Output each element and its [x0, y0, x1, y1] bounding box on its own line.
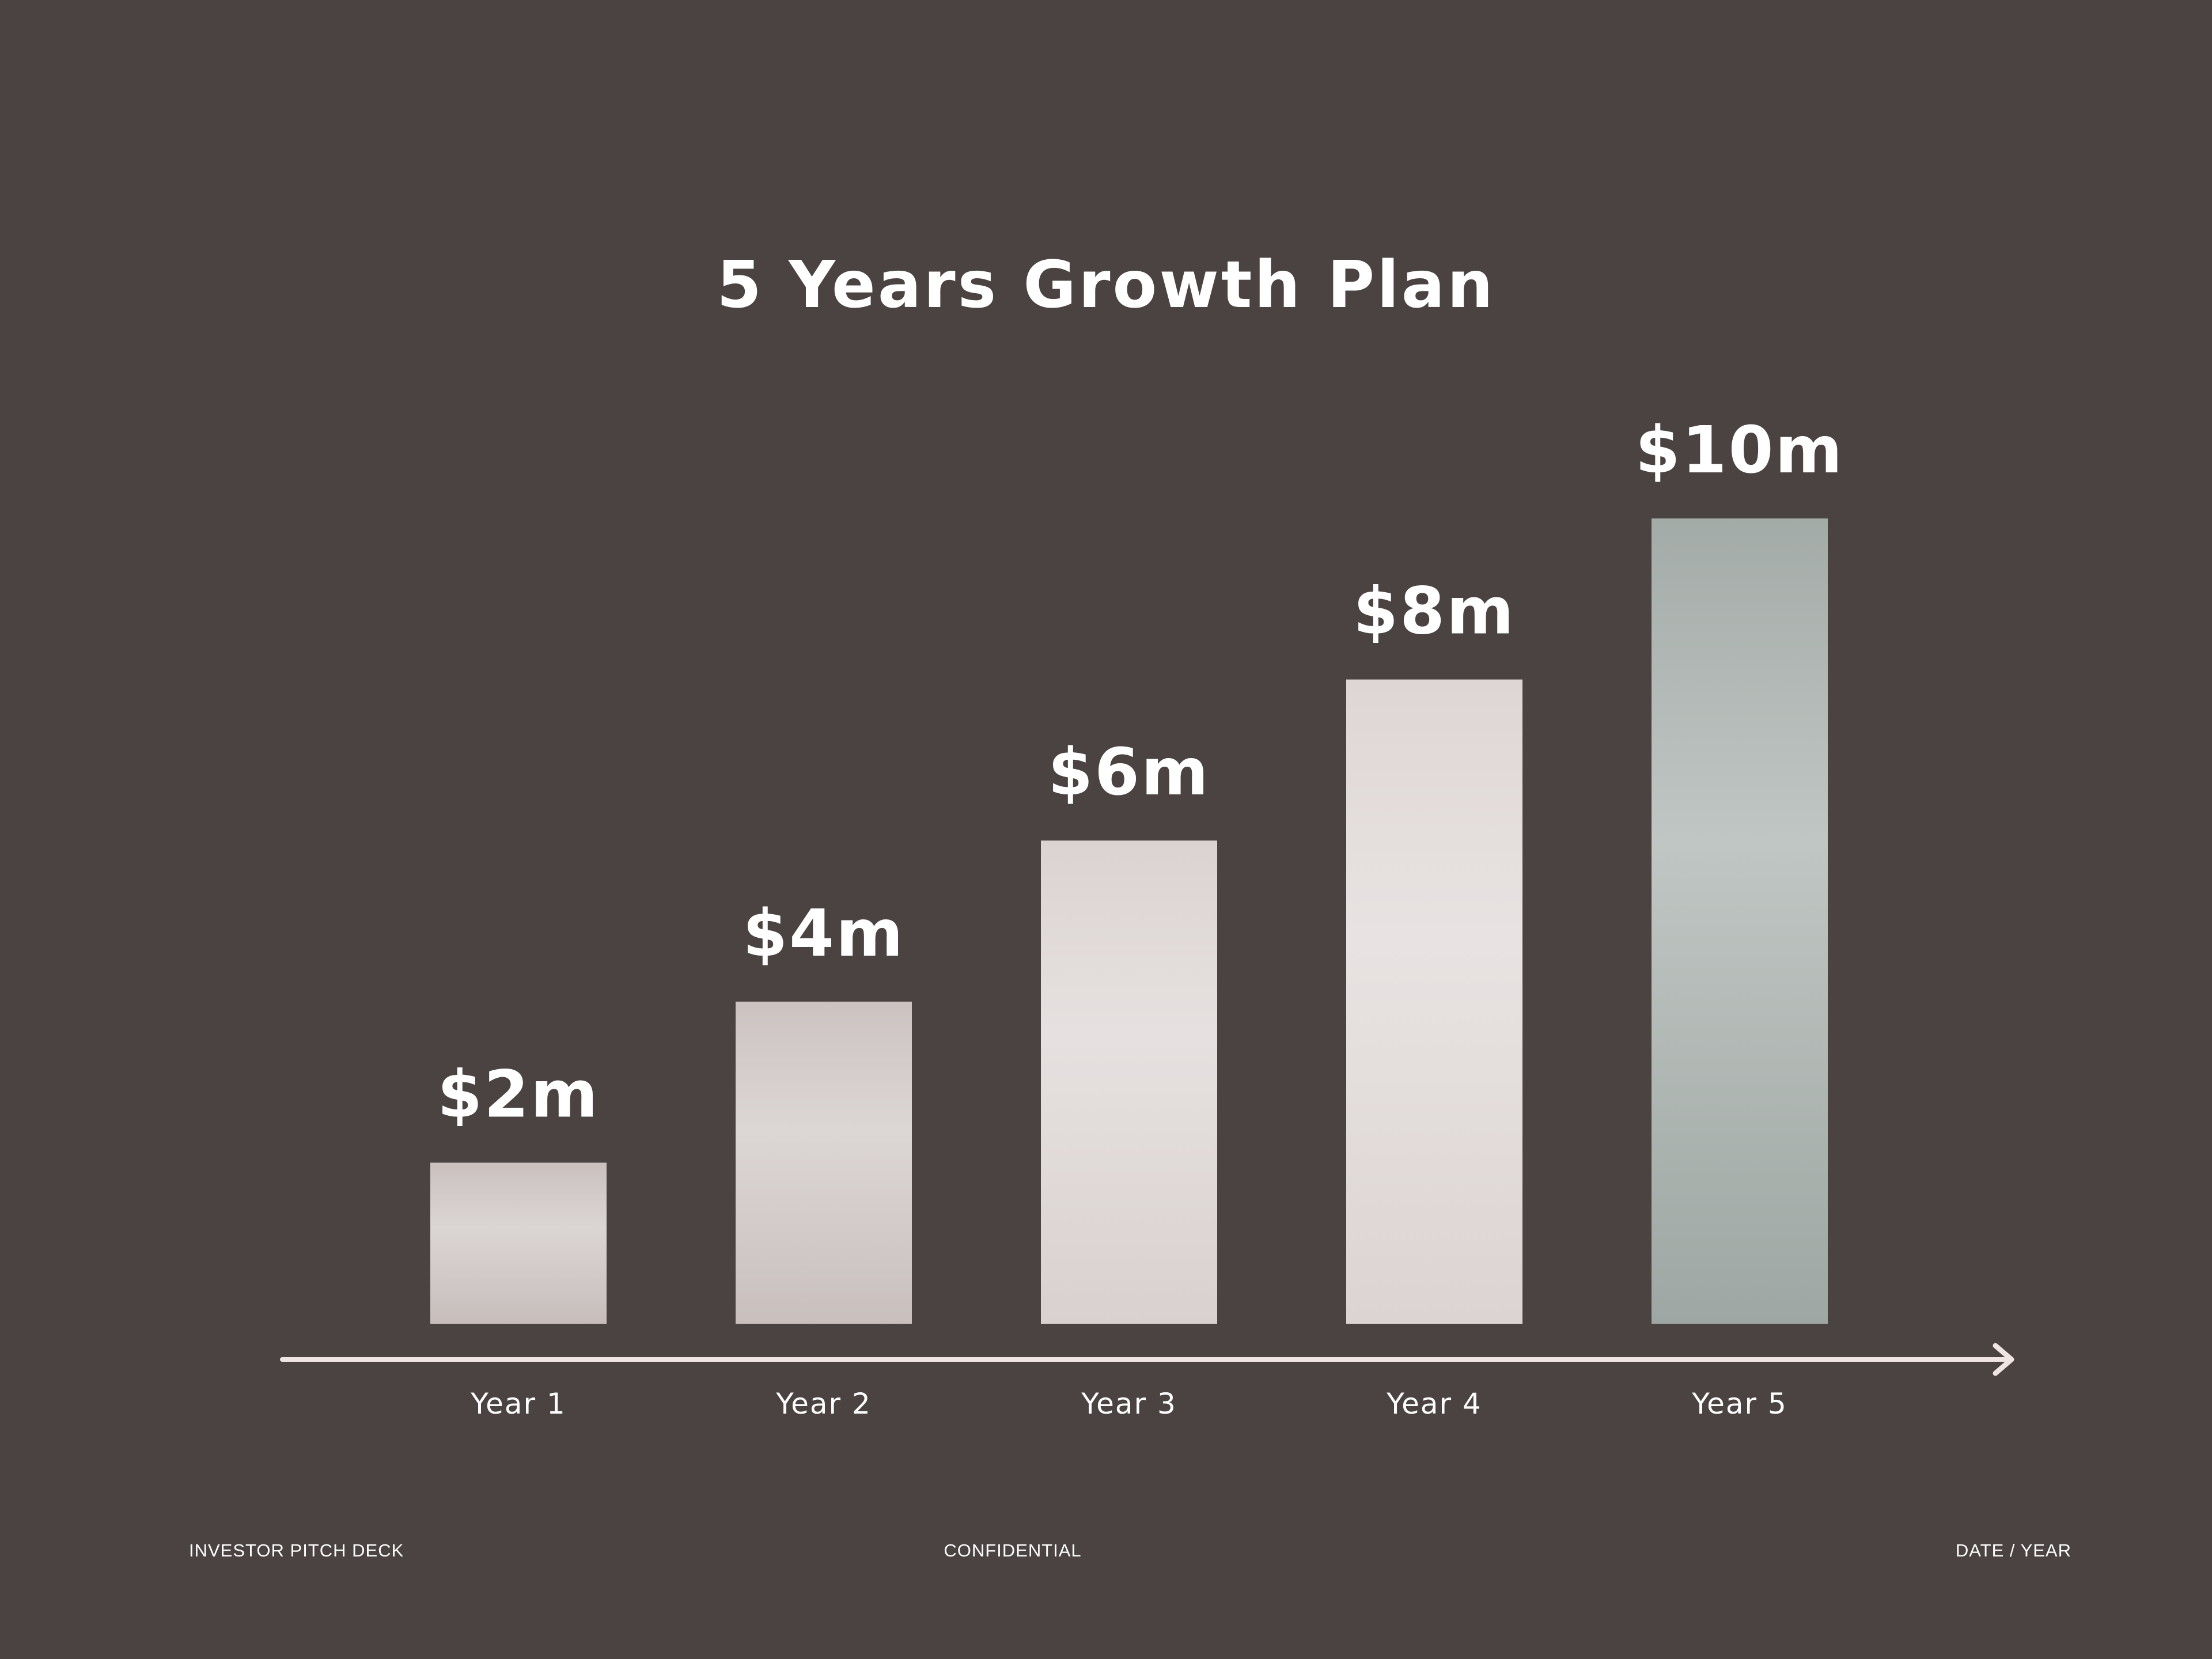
- x-tick-label: Year 5: [1691, 1387, 1787, 1421]
- x-axis-arrowhead: [1993, 1343, 2014, 1376]
- x-axis: [280, 1343, 2014, 1376]
- value-label: $2m: [437, 1057, 600, 1132]
- chart-title: 5 Years Growth Plan: [717, 248, 1495, 323]
- bars-group: [430, 518, 1828, 1324]
- x-tick-label: Year 2: [775, 1387, 872, 1421]
- footer-left-text: INVESTOR PITCH DECK: [189, 1540, 404, 1560]
- bar-year-5: [1652, 518, 1828, 1324]
- x-tick-label: Year 3: [1081, 1387, 1177, 1421]
- value-label: $8m: [1353, 574, 1516, 649]
- bar-year-1: [430, 1162, 607, 1324]
- bar-year-2: [736, 1001, 912, 1324]
- x-tick-label: Year 1: [470, 1387, 566, 1421]
- value-label: $10m: [1635, 413, 1844, 488]
- x-tick-labels: Year 1 Year 2 Year 3 Year 4 Year 5: [470, 1387, 1787, 1421]
- bar-year-3: [1041, 840, 1217, 1324]
- value-label: $4m: [743, 896, 905, 971]
- x-tick-label: Year 4: [1386, 1387, 1482, 1421]
- footer-right-text: DATE / YEAR: [1955, 1540, 2071, 1560]
- footer-center-text: CONFIDENTIAL: [944, 1540, 1082, 1560]
- value-label: $6m: [1048, 735, 1210, 810]
- bar-year-4: [1346, 679, 1522, 1324]
- value-labels-group: $2m $4m $6m $8m $10m: [437, 413, 1844, 1132]
